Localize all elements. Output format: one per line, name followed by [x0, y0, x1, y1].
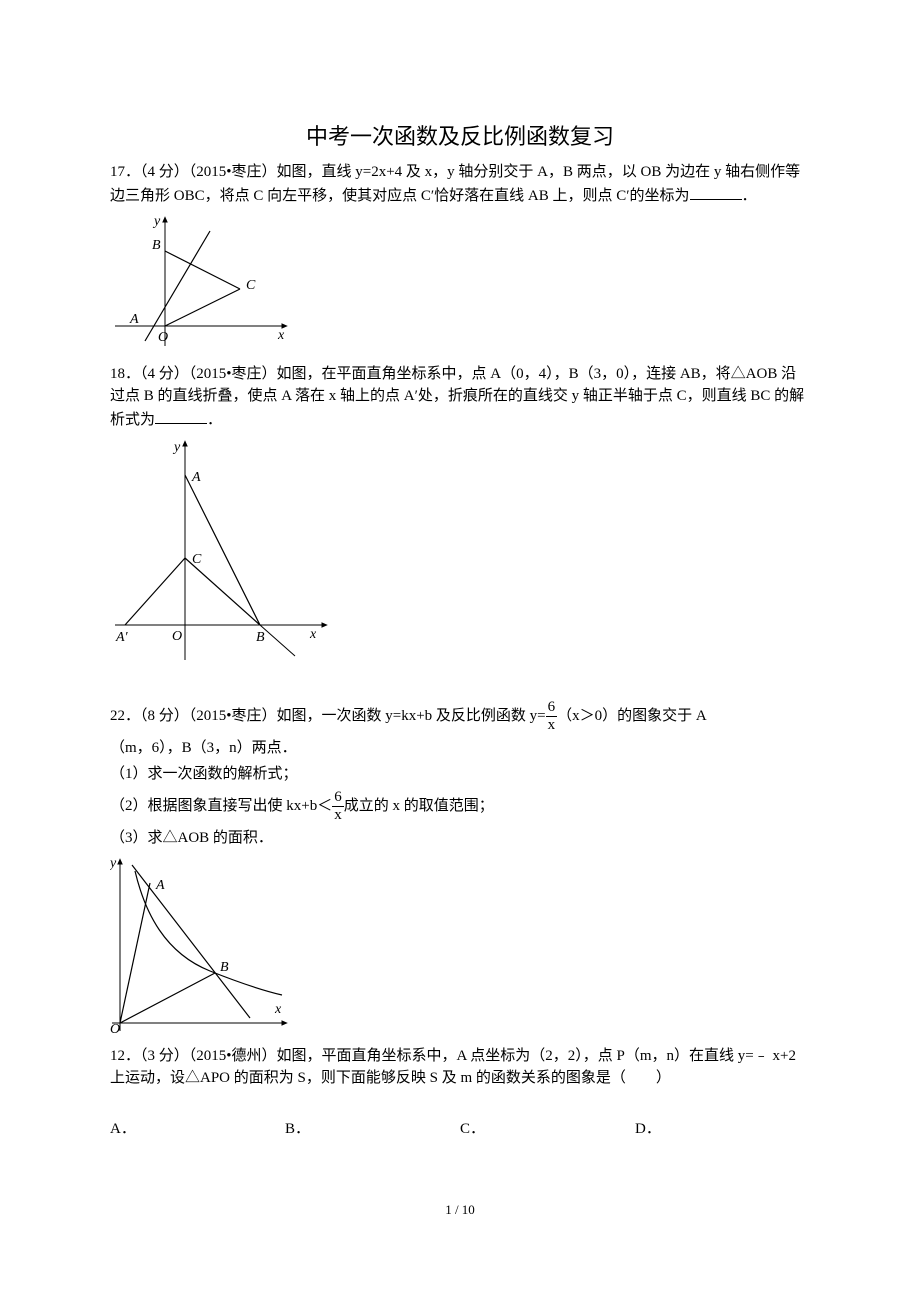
problem-18-period: ． [207, 412, 222, 428]
figure-18: y x O A B A′ C [110, 435, 810, 678]
svg-text:x: x [274, 1002, 282, 1017]
page-number: 1 / 10 [110, 1200, 810, 1220]
problem-22-sub2b: 成立的 x 的取值范围； [344, 797, 494, 813]
page-title: 中考一次函数及反比例函数复习 [110, 120, 810, 153]
problem-22-text-1b: （x＞0）的图象交于 A [557, 707, 707, 723]
figure-22: y x O A B [110, 853, 810, 1041]
problem-22-text-1: 22．（8 分）（2015•枣庄）如图，一次函数 y=kx+b 及反比例函数 y… [110, 707, 546, 723]
svg-text:B: B [220, 960, 229, 975]
svg-text:C: C [246, 278, 256, 293]
option-b: B． [285, 1118, 460, 1141]
fraction-den: x [546, 717, 558, 733]
problem-17: 17．（4 分）（2015•枣庄）如图，直线 y=2x+4 及 x，y 轴分别交… [110, 161, 810, 207]
problem-22-sub2a: （2）根据图象直接写出使 kx+b＜ [110, 797, 332, 813]
problem-22-line2: （m，6），B（3，n）两点． [110, 737, 810, 760]
problem-22: 22．（8 分）（2015•枣庄）如图，一次函数 y=kx+b 及反比例函数 y… [110, 700, 810, 733]
svg-text:O: O [158, 330, 168, 345]
problem-22-sub2: （2）根据图象直接写出使 kx+b＜6x成立的 x 的取值范围； [110, 790, 810, 823]
option-a: A． [110, 1118, 285, 1141]
svg-text:C: C [192, 552, 202, 567]
svg-text:A: A [191, 470, 201, 485]
svg-text:y: y [110, 856, 117, 871]
figure-17: y x O A B C [110, 211, 810, 359]
svg-text:A′: A′ [115, 630, 129, 645]
svg-text:B: B [152, 238, 161, 253]
blank-17 [690, 184, 742, 200]
svg-text:B: B [256, 630, 265, 645]
blank-18 [155, 408, 207, 424]
option-c: C． [460, 1118, 635, 1141]
problem-22-sub3: （3）求△AOB 的面积． [110, 827, 810, 850]
fraction-num: 6 [332, 790, 344, 807]
fraction-6-over-x-1: 6x [546, 700, 558, 733]
fraction-den: x [332, 807, 344, 823]
svg-text:O: O [110, 1022, 120, 1033]
fraction-num: 6 [546, 700, 558, 717]
problem-17-period: ． [742, 188, 757, 204]
option-d: D． [635, 1118, 810, 1141]
svg-text:A: A [155, 878, 165, 893]
svg-text:x: x [309, 627, 317, 642]
svg-text:O: O [172, 629, 182, 644]
options-row: A． B． C． D． [110, 1118, 810, 1141]
fraction-6-over-x-2: 6x [332, 790, 344, 823]
problem-22-sub1: （1）求一次函数的解析式； [110, 763, 810, 786]
svg-text:x: x [277, 328, 285, 343]
svg-text:A: A [129, 312, 139, 327]
svg-text:y: y [172, 440, 181, 455]
problem-18: 18．（4 分）（2015•枣庄）如图，在平面直角坐标系中，点 A（0，4），B… [110, 363, 810, 432]
problem-12: 12．（3 分）（2015•德州）如图，平面直角坐标系中，A 点坐标为（2，2）… [110, 1045, 810, 1090]
svg-text:y: y [152, 214, 161, 229]
